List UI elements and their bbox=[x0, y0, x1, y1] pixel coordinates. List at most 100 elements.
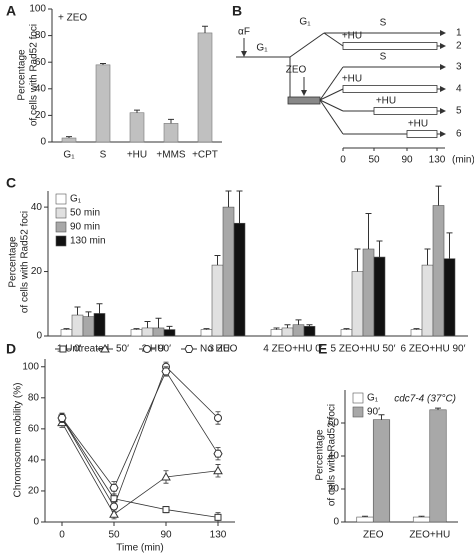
x-tick-label: G₁ bbox=[63, 150, 75, 161]
row-number: 2 bbox=[456, 41, 462, 52]
y-tick-label: 20 bbox=[28, 486, 40, 497]
bar bbox=[163, 123, 179, 143]
legend-marker bbox=[143, 345, 151, 353]
g1-label: G₁ bbox=[256, 43, 268, 54]
bar bbox=[432, 205, 445, 337]
legend-swatch bbox=[55, 193, 67, 205]
error-bar bbox=[155, 317, 162, 328]
arrow-head bbox=[440, 64, 446, 70]
legend-swatch bbox=[55, 207, 67, 219]
panel-letter: A bbox=[6, 3, 16, 19]
y-tick-label: 40 bbox=[31, 202, 43, 213]
zeo-label: ZEO bbox=[286, 65, 307, 76]
legend-label: 90′ bbox=[158, 344, 171, 355]
y-axis-label: of cells with Rad52 foci bbox=[20, 211, 31, 313]
y-tick-label: 80 bbox=[35, 30, 47, 41]
arrow-head bbox=[440, 131, 446, 137]
error-bar bbox=[168, 118, 174, 124]
diagram-line bbox=[319, 66, 344, 101]
x-tick-label: +MMS bbox=[156, 150, 186, 161]
legend-label: 90 min bbox=[70, 222, 100, 233]
y-tick-label: 0 bbox=[40, 137, 46, 148]
bar bbox=[197, 32, 213, 143]
hu-block bbox=[406, 130, 438, 138]
bar bbox=[373, 256, 386, 337]
panel-letter: E bbox=[318, 341, 327, 357]
marker bbox=[161, 471, 171, 481]
error-bar bbox=[203, 328, 210, 330]
line bbox=[61, 366, 219, 508]
error-bar bbox=[225, 190, 232, 208]
error-bar bbox=[343, 328, 350, 330]
x-tick-label: ZEO+HU bbox=[409, 530, 450, 541]
legend-label: 0′ bbox=[74, 344, 82, 355]
error-bar bbox=[376, 240, 383, 258]
error-bar bbox=[378, 414, 385, 420]
hu-block bbox=[373, 107, 438, 115]
legend-label: 50′ bbox=[116, 344, 129, 355]
error-bar bbox=[435, 407, 441, 410]
bar bbox=[410, 329, 423, 337]
y-tick-label: 0 bbox=[33, 517, 39, 528]
bar bbox=[130, 329, 143, 337]
legend-label: G₁ bbox=[367, 393, 379, 404]
error-bar bbox=[295, 319, 302, 325]
bar bbox=[233, 222, 246, 337]
y-tick-label: 40 bbox=[328, 451, 340, 462]
error-bar bbox=[236, 190, 243, 224]
error-bar bbox=[214, 254, 221, 266]
y-axis-label: Percentage bbox=[8, 236, 19, 288]
x-tick-label: 90 bbox=[160, 530, 172, 541]
error-bar bbox=[435, 185, 442, 206]
error-bar bbox=[63, 328, 70, 330]
time-tick-label: 50 bbox=[368, 155, 380, 166]
annotation: cdc7-4 (37°C) bbox=[394, 394, 456, 405]
row-number: 4 bbox=[456, 84, 462, 95]
legend-swatch bbox=[55, 235, 67, 247]
error-bar bbox=[365, 213, 372, 249]
bar bbox=[362, 248, 375, 337]
error-bar bbox=[354, 248, 361, 272]
bar bbox=[141, 327, 154, 337]
annotation: + ZEO bbox=[58, 13, 87, 24]
error-bar bbox=[446, 232, 453, 259]
x-tick-label: 3 ZEO bbox=[209, 344, 238, 355]
row-number: 6 bbox=[456, 129, 462, 140]
arrow-head bbox=[440, 30, 446, 36]
bar bbox=[372, 419, 391, 523]
error-bar bbox=[66, 136, 72, 139]
error-bar bbox=[74, 306, 81, 316]
alpha-factor: αF bbox=[238, 27, 250, 38]
legend-label: 130 min bbox=[70, 236, 106, 247]
hu-block bbox=[342, 85, 438, 93]
row-label: +HU bbox=[342, 31, 362, 42]
error-bar bbox=[96, 303, 103, 314]
error-bar bbox=[284, 324, 291, 328]
diagram-line bbox=[319, 88, 344, 101]
legend-marker bbox=[100, 343, 110, 353]
bar bbox=[292, 324, 305, 337]
arrow-head bbox=[440, 86, 446, 92]
arrow-head bbox=[301, 90, 307, 96]
error-bar bbox=[85, 311, 92, 317]
bar bbox=[270, 329, 283, 337]
bar bbox=[281, 327, 294, 337]
marker bbox=[213, 449, 223, 458]
error-bar bbox=[133, 328, 140, 330]
x-tick-label: ZEO bbox=[363, 530, 384, 541]
line bbox=[61, 422, 219, 515]
y-axis-label: of cells with Rad52 foci bbox=[29, 24, 40, 126]
x-tick-label: +CPT bbox=[192, 150, 218, 161]
error-bar bbox=[362, 515, 368, 518]
bar bbox=[356, 516, 374, 523]
x-tick-label: 1 Untreated bbox=[57, 344, 109, 355]
y-tick-label: 100 bbox=[29, 4, 46, 15]
error-bar bbox=[100, 63, 106, 65]
row-number: 5 bbox=[456, 106, 462, 117]
bar bbox=[351, 271, 364, 337]
y-tick-label: 20 bbox=[35, 110, 47, 121]
marker bbox=[214, 413, 222, 422]
legend-swatch bbox=[55, 221, 67, 233]
y-tick-label: 60 bbox=[35, 57, 47, 68]
